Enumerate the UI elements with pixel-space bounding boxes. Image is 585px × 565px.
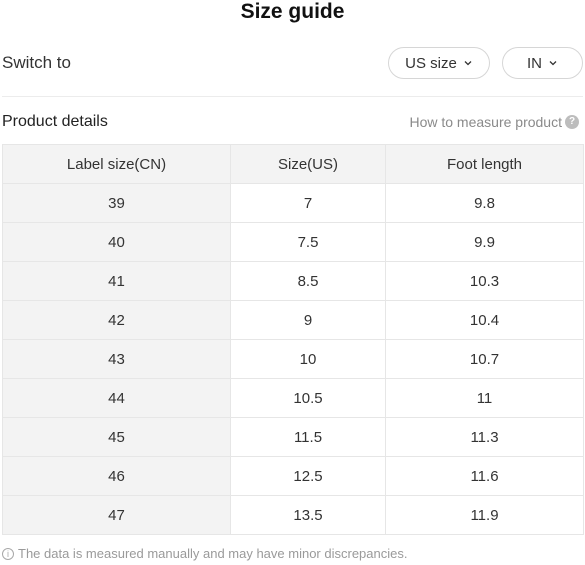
- how-to-measure-label: How to measure product: [409, 114, 562, 130]
- table-row: 47 13.5 11.9: [2, 495, 584, 535]
- chevron-down-icon: [464, 61, 472, 66]
- table-row: 45 11.5 11.3: [2, 417, 584, 457]
- column-header-foot-length: Foot length: [385, 144, 584, 184]
- product-details-header: Product details How to measure product ?: [0, 112, 585, 134]
- unit-value: IN: [527, 54, 542, 72]
- cell-label-size: 47: [2, 495, 231, 535]
- cell-label-size: 39: [2, 183, 231, 223]
- product-details-title: Product details: [2, 113, 108, 130]
- cell-label-size: 46: [2, 456, 231, 496]
- cell-us-size: 9: [230, 300, 386, 340]
- cell-label-size: 44: [2, 378, 231, 418]
- cell-label-size: 40: [2, 222, 231, 262]
- unit-dropdown[interactable]: IN: [502, 47, 583, 79]
- table-row: 44 10.5 11: [2, 378, 584, 418]
- cell-us-size: 7: [230, 183, 386, 223]
- cell-us-size: 12.5: [230, 456, 386, 496]
- question-circle-icon: ?: [565, 115, 579, 129]
- cell-foot-length: 10.3: [385, 261, 584, 301]
- cell-label-size: 43: [2, 339, 231, 379]
- footnote: i The data is measured manually and may …: [2, 546, 407, 561]
- column-header-us-size: Size(US): [230, 144, 386, 184]
- size-system-dropdown[interactable]: US size: [388, 47, 490, 79]
- how-to-measure-link[interactable]: How to measure product ?: [409, 114, 579, 130]
- page-title: Size guide: [240, 0, 345, 23]
- cell-foot-length: 9.8: [385, 183, 584, 223]
- switch-row: Switch to US size IN: [0, 47, 585, 81]
- cell-label-size: 41: [2, 261, 231, 301]
- cell-label-size: 45: [2, 417, 231, 457]
- column-header-label-size: Label size(CN): [2, 144, 231, 184]
- footnote-text: The data is measured manually and may ha…: [18, 546, 408, 561]
- cell-us-size: 7.5: [230, 222, 386, 262]
- cell-us-size: 13.5: [230, 495, 386, 535]
- cell-foot-length: 11.9: [385, 495, 584, 535]
- cell-us-size: 10: [230, 339, 386, 379]
- table-row: 43 10 10.7: [2, 339, 584, 379]
- chevron-down-icon: [549, 61, 557, 66]
- table-row: 40 7.5 9.9: [2, 222, 584, 262]
- size-table: Label size(CN) Size(US) Foot length 39 7…: [2, 144, 584, 535]
- size-system-value: US size: [405, 54, 457, 72]
- table-row: 42 9 10.4: [2, 300, 584, 340]
- table-row: 46 12.5 11.6: [2, 456, 584, 496]
- cell-foot-length: 9.9: [385, 222, 584, 262]
- switch-label: Switch to: [2, 53, 71, 72]
- cell-us-size: 10.5: [230, 378, 386, 418]
- cell-us-size: 8.5: [230, 261, 386, 301]
- table-row: 39 7 9.8: [2, 183, 584, 223]
- table-row: 41 8.5 10.3: [2, 261, 584, 301]
- table-header-row: Label size(CN) Size(US) Foot length: [2, 144, 584, 184]
- info-circle-icon: i: [2, 547, 14, 560]
- cell-foot-length: 11: [385, 378, 584, 418]
- cell-foot-length: 11.3: [385, 417, 584, 457]
- cell-foot-length: 10.7: [385, 339, 584, 379]
- cell-us-size: 11.5: [230, 417, 386, 457]
- cell-foot-length: 11.6: [385, 456, 584, 496]
- cell-label-size: 42: [2, 300, 231, 340]
- cell-foot-length: 10.4: [385, 300, 584, 340]
- section-divider: [2, 96, 583, 97]
